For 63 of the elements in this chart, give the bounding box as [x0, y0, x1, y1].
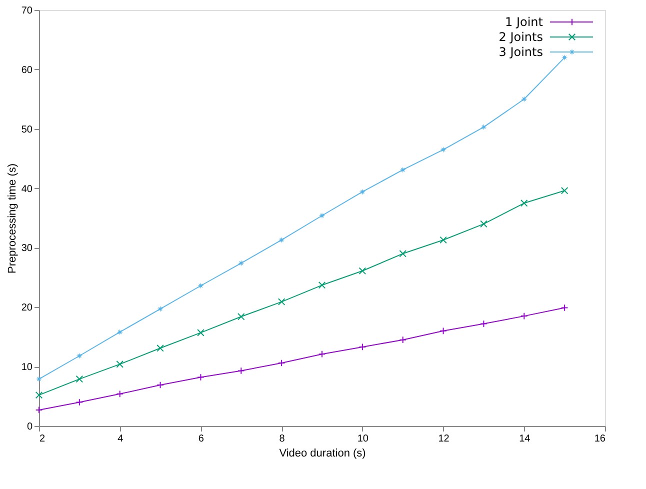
- x-tick-label: 2: [40, 434, 46, 444]
- point: [36, 376, 42, 382]
- point: [520, 96, 528, 102]
- y-tick-label: 30: [21, 243, 33, 254]
- y-tick-label: 70: [21, 6, 33, 16]
- point: [278, 236, 285, 244]
- x-tick-label: 6: [198, 434, 204, 444]
- point: [238, 260, 244, 266]
- point: [358, 267, 366, 275]
- point: [157, 306, 164, 312]
- point: [440, 146, 446, 153]
- point: [76, 375, 84, 383]
- point: [400, 166, 406, 174]
- point: [399, 336, 407, 344]
- point: [480, 220, 488, 228]
- point: [156, 344, 164, 352]
- point: [560, 187, 568, 194]
- point: [318, 281, 326, 289]
- point: [480, 124, 487, 130]
- legend-label: 2 Joints: [498, 30, 543, 44]
- point: [278, 298, 286, 306]
- point: [35, 391, 43, 399]
- point: [440, 327, 447, 335]
- y-tick-label: 0: [26, 422, 33, 432]
- point: [35, 406, 43, 414]
- point: [76, 352, 83, 360]
- point: [520, 199, 528, 207]
- y-tick-label: 50: [21, 124, 33, 136]
- y-tick-label: 10: [21, 362, 33, 374]
- point: [237, 312, 245, 320]
- x-tick-label: 12: [438, 434, 450, 444]
- point: [560, 304, 568, 312]
- point: [440, 236, 447, 244]
- y-tick-label: 40: [21, 184, 33, 195]
- point: [318, 350, 326, 358]
- y-tick-label: 20: [21, 302, 33, 314]
- x-tick-label: 14: [519, 434, 531, 444]
- legend-label: 1 Joint: [505, 15, 544, 29]
- point: [399, 250, 407, 258]
- point: [318, 212, 326, 219]
- point: [116, 360, 124, 368]
- x-tick-label: 16: [594, 434, 606, 444]
- point: [156, 381, 164, 389]
- point: [520, 312, 528, 320]
- legend-label: 3 Joints: [498, 45, 543, 59]
- point: [480, 320, 488, 328]
- x-axis-title: Video duration (s): [279, 448, 366, 460]
- point: [198, 282, 204, 289]
- point: [237, 367, 245, 374]
- x-tick-label: 8: [279, 434, 286, 444]
- y-axis-title: Preprocessing time (s): [6, 163, 18, 274]
- point: [359, 188, 366, 196]
- x-tick-label: 4: [118, 434, 124, 444]
- x-tick-label: 10: [357, 434, 369, 444]
- y-tick-label: 60: [21, 64, 33, 76]
- point: [116, 328, 124, 336]
- point: [358, 343, 366, 351]
- point: [116, 390, 124, 398]
- point: [76, 398, 84, 406]
- point: [278, 359, 286, 367]
- point: [197, 329, 204, 336]
- point: [197, 374, 204, 381]
- point: [561, 54, 568, 61]
